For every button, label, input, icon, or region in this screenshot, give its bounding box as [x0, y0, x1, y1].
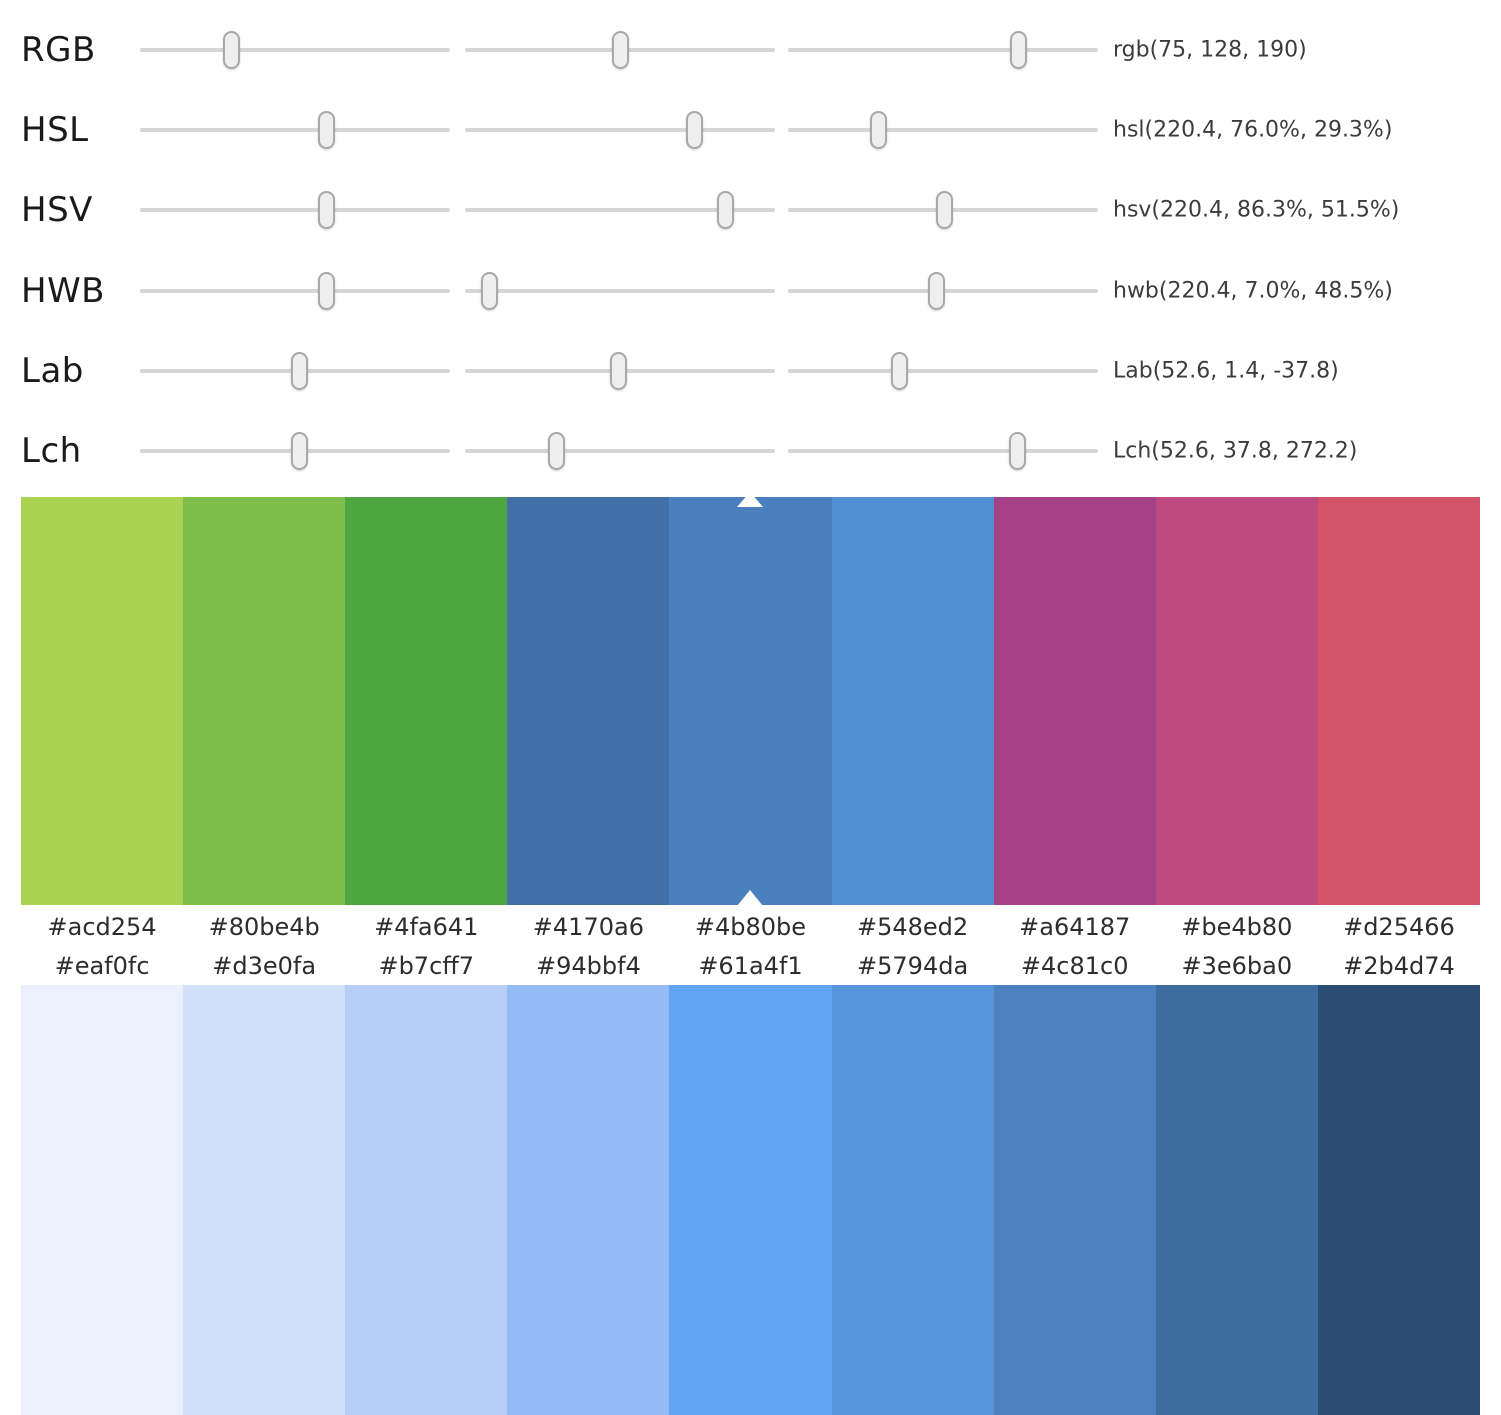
- swatch-hex-label: #2b4d74: [1343, 951, 1455, 980]
- slider-thumb[interactable]: [291, 351, 309, 390]
- slider-panel: RGB rgb(75, 128, 190) HSL hsl(220.4, 76.0%,…: [0, 0, 1501, 497]
- palette-swatch[interactable]: [831, 497, 994, 905]
- swatch-hex-label: #4170a6: [532, 913, 644, 941]
- swatch-hex-label: #4b80be: [694, 913, 807, 941]
- slider-row-hsv: HSV hsv(220.4, 86.3%, 51.5%): [0, 188, 1501, 232]
- slider-row-lab: Lab Lab(52.6, 1.4, -37.8): [0, 349, 1501, 393]
- swatch-hex-label: #80be4b: [208, 913, 320, 941]
- slider-thumb[interactable]: [936, 191, 954, 230]
- palette-swatch[interactable]: [21, 985, 184, 1415]
- slider-thumb[interactable]: [1010, 31, 1028, 69]
- slider-track[interactable]: [465, 111, 775, 150]
- palette-swatch[interactable]: [183, 985, 346, 1415]
- palette-swatch[interactable]: [831, 985, 994, 1415]
- slider-thumb[interactable]: [870, 111, 888, 150]
- slider-thumb[interactable]: [548, 432, 566, 470]
- palette-swatch[interactable]: [345, 497, 508, 905]
- slider-thumb[interactable]: [610, 351, 628, 390]
- swatch-hex-label: #4c81c0: [1020, 951, 1129, 980]
- slider-row-label: HSV: [21, 190, 93, 231]
- swatch-hex-label: #a64187: [1019, 913, 1131, 941]
- swatch-hex-label: #d3e0fa: [212, 951, 317, 980]
- slider-track[interactable]: [465, 191, 775, 230]
- palette-swatch[interactable]: [993, 985, 1156, 1415]
- slider-row-label: HWB: [21, 270, 106, 311]
- swatch-hex-label: #3e6ba0: [1181, 951, 1293, 980]
- slider-track[interactable]: [788, 111, 1098, 150]
- palette-swatch[interactable]: [1317, 985, 1480, 1415]
- slider-row-label: RGB: [21, 30, 96, 70]
- slider-track[interactable]: [465, 351, 775, 390]
- slider-thumb[interactable]: [291, 432, 309, 470]
- swatch-hex-label: #b7cff7: [378, 951, 475, 980]
- palette-swatch[interactable]: [993, 497, 1156, 905]
- slider-value-text: hwb(220.4, 7.0%, 48.5%): [1113, 278, 1393, 304]
- palette-swatch[interactable]: [507, 985, 670, 1415]
- slider-row-rgb: RGB rgb(75, 128, 190): [0, 28, 1501, 72]
- slider-thumb[interactable]: [716, 191, 734, 230]
- slider-track[interactable]: [788, 191, 1098, 230]
- slider-value-text: rgb(75, 128, 190): [1113, 37, 1307, 63]
- palette-swatch[interactable]: [1155, 497, 1318, 905]
- slider-value-text: Lab(52.6, 1.4, -37.8): [1113, 358, 1339, 384]
- shade-palette-labels: #eaf0fc #d3e0fa #b7cff7 #94bbf4 #61a4f1 #5794…: [21, 946, 1480, 985]
- palette-swatch[interactable]: [21, 497, 184, 905]
- slider-row-label: Lab: [21, 350, 84, 391]
- slider-track[interactable]: [140, 271, 450, 310]
- swatch-hex-label: #be4b80: [1181, 913, 1293, 941]
- slider-value-text: hsl(220.4, 76.0%, 29.3%): [1113, 117, 1393, 143]
- slider-track[interactable]: [140, 351, 450, 390]
- swatch-hex-label: #61a4f1: [698, 951, 803, 980]
- slider-thumb[interactable]: [317, 111, 335, 150]
- slider-thumb[interactable]: [317, 271, 335, 310]
- palette-swatch[interactable]: [183, 497, 346, 905]
- hue-palette-strip: [21, 492, 1480, 906]
- swatch-hex-label: #d25466: [1343, 913, 1455, 941]
- swatch-hex-label: #acd254: [47, 913, 157, 941]
- slider-row-label: HSL: [21, 110, 89, 151]
- palette-swatch[interactable]: [507, 497, 670, 905]
- slider-track[interactable]: [140, 191, 450, 230]
- slider-track[interactable]: [140, 31, 450, 69]
- slider-thumb[interactable]: [222, 31, 240, 69]
- shade-palette-strip: [21, 985, 1480, 1415]
- selected-color-marker-bottom-icon: [737, 890, 764, 906]
- slider-thumb[interactable]: [928, 271, 946, 310]
- slider-track[interactable]: [140, 111, 450, 150]
- slider-thumb[interactable]: [1008, 432, 1026, 470]
- slider-track[interactable]: [788, 432, 1098, 470]
- slider-row-label: Lch: [21, 431, 82, 471]
- slider-row-hsl: HSL hsl(220.4, 76.0%, 29.3%): [0, 108, 1501, 152]
- swatch-hex-label: #5794da: [857, 951, 969, 980]
- slider-track[interactable]: [788, 271, 1098, 310]
- selected-color-marker-top-icon: [737, 492, 764, 507]
- slider-thumb[interactable]: [685, 111, 703, 150]
- slider-row-lch: Lch Lch(52.6, 37.8, 272.2): [0, 429, 1501, 473]
- slider-thumb[interactable]: [612, 31, 630, 69]
- slider-track[interactable]: [465, 31, 775, 69]
- palette-swatch[interactable]: [1155, 985, 1318, 1415]
- palette-swatch[interactable]: [669, 492, 832, 906]
- palette-swatch[interactable]: [345, 985, 508, 1415]
- slider-track[interactable]: [465, 271, 775, 310]
- slider-track[interactable]: [465, 432, 775, 470]
- slider-track[interactable]: [788, 31, 1098, 69]
- slider-row-hwb: HWB hwb(220.4, 7.0%, 48.5%): [0, 269, 1501, 313]
- slider-track[interactable]: [140, 432, 450, 470]
- slider-value-text: Lch(52.6, 37.8, 272.2): [1113, 438, 1358, 464]
- slider-thumb[interactable]: [480, 271, 498, 310]
- swatch-hex-label: #548ed2: [857, 913, 969, 941]
- palette-swatch[interactable]: [669, 985, 832, 1415]
- swatch-hex-label: #94bbf4: [535, 951, 641, 980]
- slider-thumb[interactable]: [891, 351, 909, 390]
- swatch-hex-label: #4fa641: [374, 913, 479, 941]
- palette-swatch[interactable]: [1317, 497, 1480, 905]
- swatch-hex-label: #eaf0fc: [54, 951, 150, 980]
- slider-thumb[interactable]: [317, 191, 335, 230]
- slider-value-text: hsv(220.4, 86.3%, 51.5%): [1113, 197, 1400, 223]
- slider-track[interactable]: [788, 351, 1098, 390]
- hue-palette-labels: #acd254 #80be4b #4fa641 #4170a6 #4b80be #548e…: [21, 905, 1480, 949]
